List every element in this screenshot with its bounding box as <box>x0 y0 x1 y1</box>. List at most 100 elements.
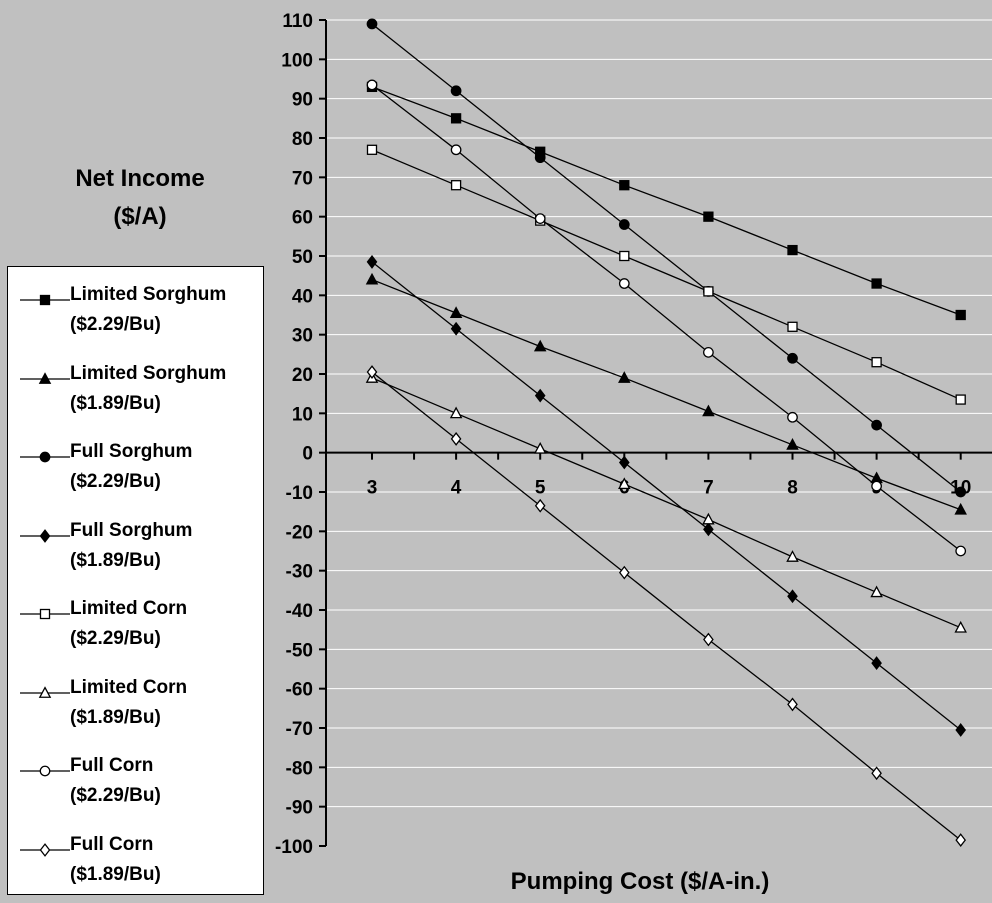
series-line <box>371 278 961 511</box>
data-point <box>871 278 882 289</box>
series-1 <box>366 81 966 321</box>
data-point <box>787 697 798 712</box>
legend-series-name: Limited Sorghum <box>70 284 227 305</box>
data-point <box>534 213 546 225</box>
legend-series-price: ($2.29/Bu) <box>70 785 161 806</box>
y-tick-label: -70 <box>286 719 313 740</box>
data-point <box>533 339 547 352</box>
legend-marker <box>39 842 51 857</box>
data-point <box>619 180 630 191</box>
data-point <box>366 79 378 91</box>
data-point <box>449 406 463 419</box>
data-point <box>534 388 546 403</box>
data-point <box>955 833 967 848</box>
data-point <box>703 286 714 297</box>
legend-series-name: Limited Sorghum <box>70 362 227 384</box>
data-point <box>954 502 967 515</box>
legend-series-name: Full Sorghum <box>70 441 193 462</box>
data-point <box>618 477 631 490</box>
data-point <box>619 250 630 262</box>
legend-item: Full Corn ($1.89/Bu) <box>8 833 263 893</box>
x-tick-label: 8 <box>787 478 798 499</box>
data-point <box>366 144 378 155</box>
data-point <box>787 352 798 364</box>
data-point <box>955 545 967 557</box>
legend-marker <box>39 608 51 620</box>
data-point <box>534 498 546 513</box>
series-line <box>371 86 961 316</box>
y-axis-title-line2: ($/A) <box>113 203 167 230</box>
data-point <box>787 244 798 256</box>
data-point <box>871 766 882 781</box>
y-tick-label: -60 <box>286 680 313 701</box>
x-tick-label: 4 <box>451 478 462 499</box>
data-point <box>786 550 799 562</box>
x-tick-label: 7 <box>703 478 714 499</box>
data-point <box>450 85 462 97</box>
legend-symbol <box>20 294 70 306</box>
y-tick-label: 40 <box>292 286 313 307</box>
legend-symbol <box>20 371 70 384</box>
legend-series-name: Full Corn <box>70 755 154 776</box>
legend-series-name: Limited Corn <box>70 676 188 698</box>
legend-marker <box>39 765 51 777</box>
data-point <box>870 585 883 598</box>
data-point <box>366 18 378 30</box>
y-tick-label: 10 <box>292 404 313 425</box>
y-tick-label: -100 <box>275 837 313 858</box>
legend-item: Full Sorghum ($1.89/Bu) <box>8 519 263 579</box>
data-point <box>871 419 882 431</box>
data-point <box>618 455 630 470</box>
legend: Limited Sorghum ($2.29/Bu) Limited Sorghum… <box>7 266 264 895</box>
legend-series-price: ($1.89/Bu) <box>70 392 161 414</box>
y-tick-label: 70 <box>292 168 313 189</box>
x-tick-label: 3 <box>367 478 378 499</box>
y-tick-label: 20 <box>292 365 313 386</box>
data-point <box>787 411 798 423</box>
y-tick-label: 30 <box>292 326 313 347</box>
legend-marker <box>38 685 52 698</box>
y-tick-label: 80 <box>292 129 313 150</box>
series-line <box>371 377 961 629</box>
data-point <box>871 656 882 671</box>
data-point <box>533 441 547 454</box>
legend-series-price: ($1.89/Bu) <box>70 706 161 728</box>
y-tick-label: 50 <box>292 247 313 268</box>
y-tick-label: 60 <box>292 208 313 229</box>
x-axis-title: Pumping Cost ($/A-in.) <box>510 868 770 895</box>
legend-symbol <box>20 608 70 620</box>
y-tick-label: -90 <box>286 798 313 819</box>
legend-item: Limited Sorghum ($1.89/Bu) <box>8 362 263 422</box>
series-5 <box>366 144 966 405</box>
data-point <box>365 272 379 285</box>
series-line <box>371 23 962 493</box>
data-point <box>955 309 966 321</box>
series-4 <box>366 254 967 737</box>
data-point <box>618 371 631 383</box>
y-tick-label: -40 <box>286 601 313 622</box>
y-tick-label: 90 <box>292 90 313 111</box>
series-2 <box>365 272 967 515</box>
data-point <box>450 431 462 446</box>
series-7 <box>366 79 967 557</box>
y-axis-title: Net Income ($/A) <box>40 160 240 236</box>
legend-symbol <box>20 451 70 463</box>
data-point <box>449 306 463 318</box>
series-line <box>371 84 962 552</box>
data-point <box>366 365 378 379</box>
legend-symbol <box>20 765 70 777</box>
legend-marker <box>39 451 51 463</box>
data-point <box>618 278 630 289</box>
data-point <box>786 438 799 450</box>
data-point <box>534 152 546 164</box>
y-tick-label: -80 <box>286 758 313 779</box>
data-point <box>703 632 714 647</box>
y-tick-label: -50 <box>286 640 313 661</box>
legend-item: Limited Corn ($2.29/Bu) <box>8 597 263 657</box>
legend-marker <box>39 528 51 543</box>
data-point <box>787 589 798 604</box>
legend-series-price: ($2.29/Bu) <box>70 628 161 649</box>
legend-series-price: ($2.29/Bu) <box>70 471 161 492</box>
legend-series-price: ($1.89/Bu) <box>70 549 161 571</box>
legend-series-name: Full Sorghum <box>70 519 193 541</box>
